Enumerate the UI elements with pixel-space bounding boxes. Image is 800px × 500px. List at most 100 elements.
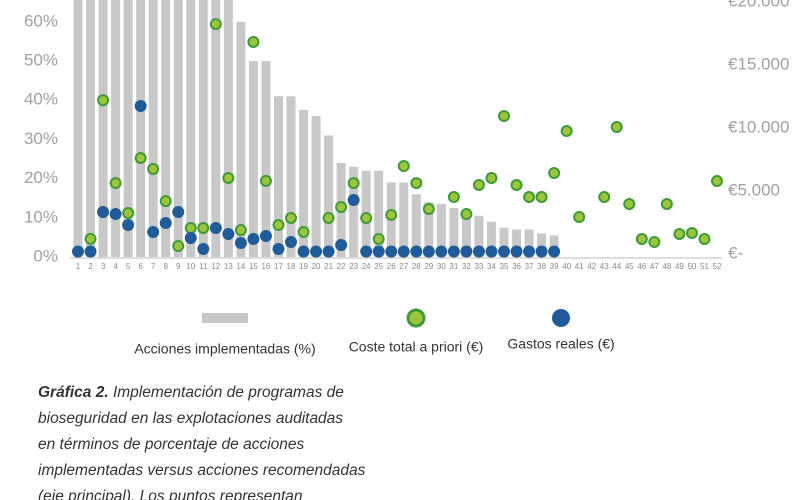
legend-swatch [406,308,426,328]
point [397,245,410,258]
y2-tick-label: €- [728,243,743,262]
point [711,175,723,188]
point [134,99,147,112]
point [147,162,160,175]
point [184,222,197,235]
point [523,191,536,204]
bar [411,194,421,257]
caption-text: bioseguridad en las explotaciones audita… [38,410,343,427]
point [109,177,122,190]
x-tick-label: 15 [249,262,258,271]
bar [248,60,258,257]
bar [173,0,183,257]
point [460,245,473,258]
legend-label: Gastos reales (€) [507,336,614,352]
plot-area [72,0,723,258]
point [272,242,285,255]
point [660,197,673,210]
bar [111,0,121,257]
point [310,245,323,258]
x-tick-label: 1 [76,262,81,271]
bar [349,166,359,257]
point [222,172,235,185]
x-tick-label: 41 [575,262,584,271]
caption-label: Gráfica 2. [38,384,109,401]
x-tick-label: 52 [713,262,722,271]
point [360,211,373,224]
point [610,121,623,133]
point [447,191,460,204]
x-tick-label: 28 [412,262,421,271]
y-tick-label: 0% [33,246,58,265]
caption-text: en términos de porcentaje de acciones [38,436,304,453]
point [247,35,260,48]
point [472,178,485,191]
y-tick-label: 40% [24,90,58,109]
bar [436,204,446,257]
x-tick-label: 43 [600,262,609,271]
point [97,206,110,219]
x-tick-label: 9 [176,262,181,271]
x-tick-label: 22 [337,262,346,271]
point [84,245,97,258]
y-tick-label: 30% [24,129,58,148]
bar [424,202,434,257]
point [335,239,348,252]
x-tick-label: 34 [487,262,496,271]
point [184,231,197,244]
point [435,245,448,258]
bar [324,135,334,257]
point [209,222,222,235]
point [197,242,210,255]
point [498,245,510,258]
bar [261,60,271,257]
point [523,245,536,258]
x-tick-label: 14 [236,262,245,271]
point [222,227,235,240]
point [197,222,210,235]
point [485,245,498,258]
point [460,208,473,221]
bar [211,0,221,257]
x-tick-label: 2 [88,262,93,271]
caption-line: en términos de porcentaje de acciones [38,436,304,453]
bar [161,0,171,257]
point [297,245,310,258]
point [147,225,160,238]
point [272,219,285,232]
x-tick-label: 38 [537,262,546,271]
point [385,208,398,221]
caption-line: (eje principal). Los puntos representan [38,488,303,500]
point [510,245,523,258]
x-tick-label: 30 [437,262,446,271]
point [122,207,135,220]
point [498,110,510,123]
x-tick-label: 50 [687,262,696,271]
bar [148,0,158,257]
y2-tick-label: €20.000 [728,0,789,11]
point [247,233,260,246]
x-tick-label: 45 [625,262,634,271]
bar [186,0,196,257]
bar [499,227,509,257]
y-tick-label: 50% [24,50,58,69]
x-tick-label: 42 [587,262,596,271]
point [648,236,661,249]
caption-line: Gráfica 2. Implementación de programas d… [38,384,344,401]
point [234,224,247,237]
point [385,245,398,258]
point [109,208,122,221]
point [172,239,185,252]
x-tick-label: 31 [449,262,458,271]
point [410,177,423,190]
point [159,217,172,230]
bar [512,229,522,257]
bar [537,233,547,257]
y2-tick-label: €5.000 [728,180,780,199]
x-tick-label: 32 [462,262,471,271]
x-tick-label: 19 [299,262,308,271]
bar [474,215,484,257]
x-tick-label: 33 [474,262,483,271]
point [573,210,586,223]
